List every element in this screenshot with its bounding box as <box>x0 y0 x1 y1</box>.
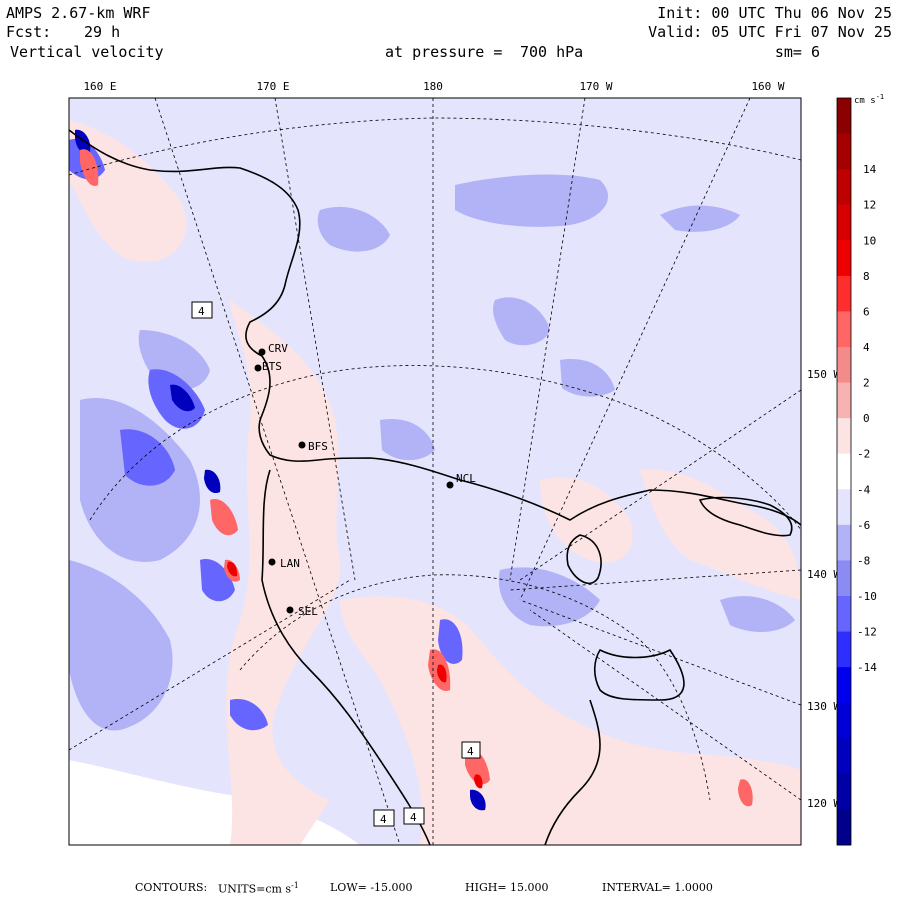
station-label-bfs: BFS <box>308 440 328 453</box>
colorbar-tick-label: 4 <box>863 341 870 354</box>
downward-motion-areas <box>69 174 795 731</box>
map-frame <box>68 97 802 846</box>
colorbar-swatch <box>837 560 851 597</box>
colorbar-tick-label: 10 <box>863 234 876 247</box>
footer-contours-label: CONTOURS: <box>135 881 208 894</box>
colorbar-tick-label: 12 <box>863 199 876 212</box>
colorbar-swatch <box>837 382 851 419</box>
model-title: AMPS 2.67-km WRF <box>6 4 151 22</box>
colorbar-swatch <box>837 133 851 170</box>
graticule-parallels <box>69 117 801 801</box>
lat-label-130w: 130 W <box>807 700 840 713</box>
lat-label-140w: 140 W <box>807 568 840 581</box>
colorbar-swatch <box>837 667 851 704</box>
colorbar-swatch <box>837 169 851 206</box>
contour-label-1: 4 <box>198 305 205 318</box>
colorbar-swatch <box>837 311 851 348</box>
lon-label-160e: 160 E <box>83 80 116 93</box>
colorbar-tick-label: -12 <box>857 626 877 639</box>
colorbar-swatch <box>837 240 851 277</box>
colorbar-tick-label: -4 <box>857 483 871 496</box>
footer-interval: INTERVAL= 1.0000 <box>602 881 713 894</box>
map-panel: 4 4 4 4 CRV BTS BFS NCL LAN SEL <box>69 98 801 845</box>
coastline <box>69 129 801 845</box>
init-time: Init: 00 UTC Thu 06 Nov 25 <box>657 4 892 22</box>
colorbar-tick-label: -2 <box>857 448 870 461</box>
colorbar-tick-label: 14 <box>863 163 877 176</box>
colorbar-swatch <box>837 347 851 384</box>
footer-units-exponent: -1 <box>291 881 299 890</box>
colorbar-unit-exponent: -1 <box>876 93 884 101</box>
colorbar-tick-label: -10 <box>857 590 877 603</box>
contour-label-4: 4 <box>467 745 474 758</box>
intense-upward-cores <box>227 561 483 789</box>
footer-low: LOW= -15.000 <box>330 881 413 894</box>
latitude-labels: 150 W 140 W 130 W 120 W <box>805 366 840 810</box>
pressure-level: 700 hPa <box>520 43 584 61</box>
colorbar-unit-base: cm s <box>854 96 876 106</box>
colorbar-unit: cm s-1 <box>854 93 884 106</box>
station-markers <box>254 348 454 614</box>
colorbar-swatch <box>837 773 851 810</box>
lon-label-180: 180 <box>423 80 443 93</box>
colorbar-tick-labels: 14 12 10 8 6 4 2 0 -2 -4 -6 -8 -10 -12 -14 <box>857 163 877 674</box>
colorbar-swatch <box>837 204 851 241</box>
station-labels: CRV BTS BFS NCL LAN SEL <box>262 342 476 618</box>
colorbar-border <box>836 97 852 846</box>
contour-label-3: 4 <box>410 811 417 824</box>
footer-units-base: UNITS=cm s <box>218 882 292 896</box>
colorbar-tick-label: -6 <box>857 519 870 532</box>
colorbar-swatch <box>837 453 851 490</box>
colorbar-tick-label: 0 <box>863 412 870 425</box>
colorbar-swatch <box>837 809 851 846</box>
lon-label-170e: 170 E <box>256 80 289 93</box>
smoothing-value: sm= 6 <box>774 43 820 61</box>
colorbar-tick-label: -14 <box>857 661 877 674</box>
colorbar-tick-label: -8 <box>857 554 870 567</box>
station-label-ncl: NCL <box>456 472 476 485</box>
contour-labels: 4 4 4 4 <box>191 301 481 827</box>
colorbar-swatch <box>837 98 851 135</box>
intense-downward-cores <box>75 129 486 811</box>
colorbar-tick-label: 8 <box>863 270 870 283</box>
lat-label-150w: 150 W <box>807 368 840 381</box>
colorbar-swatch <box>837 418 851 455</box>
colorbar-tick-label: 6 <box>863 305 870 318</box>
pressure-label: at pressure = <box>385 43 503 61</box>
colorbar-swatch <box>837 489 851 526</box>
station-label-bts: BTS <box>262 360 282 373</box>
valid-time: Valid: 05 UTC Fri 07 Nov 25 <box>648 23 892 41</box>
station-label-sel: SEL <box>298 605 318 618</box>
longitude-labels: 160 E 170 E 180 170 W 160 W <box>83 80 784 93</box>
lat-label-120w: 120 W <box>807 797 840 810</box>
colorbar-swatch <box>837 702 851 739</box>
lon-label-170w: 170 W <box>579 80 612 93</box>
station-label-lan: LAN <box>280 557 300 570</box>
lon-label-160w: 160 W <box>751 80 784 93</box>
forecast-hour: 29 h <box>84 23 121 41</box>
footer-units: UNITS=cm s-1 <box>218 881 299 896</box>
contour-label-2: 4 <box>380 813 387 826</box>
colorbar <box>836 97 852 846</box>
colorbar-swatch <box>837 524 851 561</box>
field-name: Vertical velocity <box>10 43 164 61</box>
footer-high: HIGH= 15.000 <box>465 881 549 894</box>
colorbar-tick-label: 2 <box>863 377 870 390</box>
colorbar-swatch <box>837 275 851 312</box>
colorbar-swatch <box>837 738 851 775</box>
colorbar-swatch <box>837 596 851 633</box>
forecast-label: Fcst: <box>6 23 52 41</box>
colorbar-swatch <box>837 631 851 668</box>
station-label-crv: CRV <box>268 342 288 355</box>
